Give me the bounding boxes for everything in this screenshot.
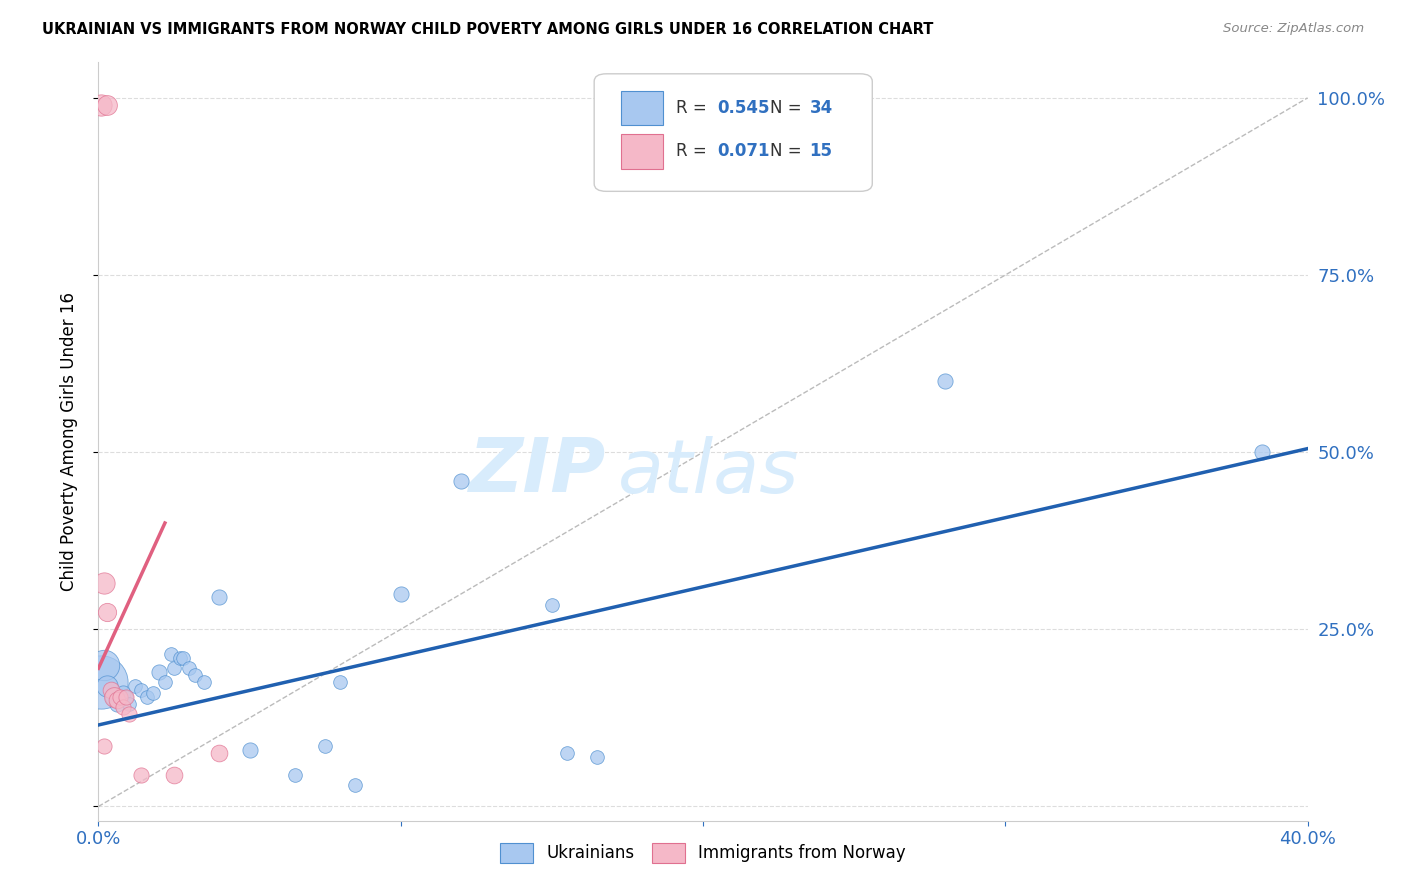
Point: [540, 598, 562, 612]
Point: [148, 665, 170, 679]
Point: [105, 697, 128, 711]
Point: [96, 98, 118, 112]
Point: [114, 690, 136, 704]
Point: [103, 690, 125, 704]
Point: [135, 690, 157, 704]
Point: [314, 739, 336, 754]
Text: 15: 15: [810, 142, 832, 161]
Y-axis label: Child Poverty Among Girls Under 16: Child Poverty Among Girls Under 16: [59, 292, 77, 591]
Point: [586, 750, 609, 764]
Point: [1251, 445, 1274, 459]
Text: Source: ZipAtlas.com: Source: ZipAtlas.com: [1223, 22, 1364, 36]
Point: [118, 707, 141, 722]
Point: [169, 650, 191, 665]
Text: R =: R =: [676, 142, 713, 161]
Text: N =: N =: [769, 99, 807, 117]
Point: [179, 661, 201, 675]
Point: [142, 686, 165, 700]
Text: ZIP: ZIP: [470, 435, 606, 508]
Point: [239, 743, 262, 757]
Point: [284, 767, 307, 781]
Point: [555, 747, 578, 761]
Point: [103, 690, 125, 704]
FancyBboxPatch shape: [621, 135, 664, 169]
Point: [90, 98, 112, 112]
Point: [129, 767, 152, 781]
Point: [163, 661, 186, 675]
Text: N =: N =: [769, 142, 807, 161]
Point: [329, 675, 352, 690]
Point: [934, 374, 956, 388]
Text: 34: 34: [810, 99, 832, 117]
FancyBboxPatch shape: [621, 91, 664, 126]
Point: [208, 747, 231, 761]
Point: [184, 668, 207, 682]
Point: [105, 693, 128, 707]
Point: [96, 679, 118, 693]
Text: 0.071: 0.071: [717, 142, 770, 161]
Text: UKRAINIAN VS IMMIGRANTS FROM NORWAY CHILD POVERTY AMONG GIRLS UNDER 16 CORRELATI: UKRAINIAN VS IMMIGRANTS FROM NORWAY CHIL…: [42, 22, 934, 37]
Text: atlas: atlas: [619, 436, 800, 508]
Point: [100, 682, 122, 697]
Point: [163, 767, 186, 781]
Point: [124, 679, 146, 693]
Legend: Ukrainians, Immigrants from Norway: Ukrainians, Immigrants from Norway: [494, 837, 912, 869]
Point: [93, 657, 115, 672]
Point: [111, 686, 134, 700]
Point: [118, 697, 141, 711]
Text: 0.545: 0.545: [717, 99, 770, 117]
Point: [93, 576, 115, 591]
Point: [153, 675, 176, 690]
FancyBboxPatch shape: [595, 74, 872, 191]
Point: [450, 474, 472, 488]
Point: [96, 605, 118, 619]
Point: [160, 647, 183, 661]
Point: [90, 675, 112, 690]
Point: [344, 778, 367, 792]
Text: R =: R =: [676, 99, 713, 117]
Point: [389, 587, 412, 601]
Point: [172, 650, 194, 665]
Point: [114, 690, 136, 704]
Point: [108, 690, 131, 704]
Point: [208, 591, 231, 605]
Point: [193, 675, 215, 690]
Point: [129, 682, 152, 697]
Point: [111, 700, 134, 714]
Point: [93, 739, 115, 754]
